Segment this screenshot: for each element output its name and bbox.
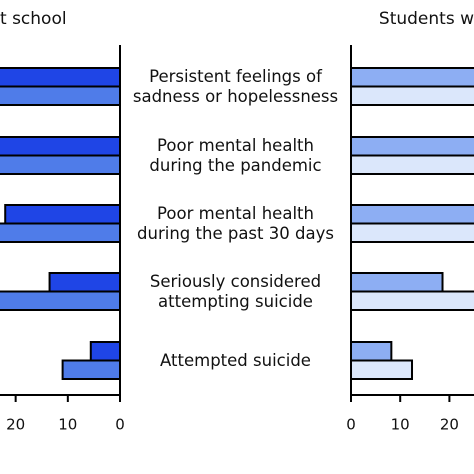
bar [0, 222, 121, 243]
bar [350, 359, 414, 380]
bar [61, 359, 121, 380]
bar [350, 67, 474, 88]
bar [4, 204, 121, 225]
x-tick-label: 20 [6, 416, 25, 434]
x-tick-label: 10 [391, 416, 410, 434]
bar [350, 222, 474, 243]
category-label: Poor mental health during the pandemic [149, 135, 322, 175]
bar [0, 154, 121, 175]
bar [350, 290, 474, 311]
x-tick-label: 0 [115, 416, 125, 434]
plot-area [350, 67, 474, 380]
category-label: Poor mental health during the past 30 da… [137, 203, 334, 243]
category-label: Seriously considered attempting suicide [149, 271, 322, 311]
panel-title: t school [0, 9, 67, 29]
x-tick-label: 20 [440, 416, 459, 434]
bar [0, 290, 121, 311]
x-tick-label: 0 [346, 416, 356, 434]
panel-title: Students w [379, 9, 474, 29]
x-tick-label: 10 [58, 416, 77, 434]
category-label: Attempted suicide [160, 350, 311, 370]
bar [350, 85, 474, 106]
bar [0, 85, 121, 106]
category-label: Persistent feelings of sadness or hopele… [132, 66, 339, 106]
bar [350, 136, 474, 157]
bar [350, 204, 474, 225]
bar [89, 341, 121, 362]
plot-area [0, 67, 121, 380]
bar [48, 272, 121, 293]
bar [350, 341, 393, 362]
bar [0, 67, 121, 88]
bar [350, 154, 474, 175]
bar [350, 272, 444, 293]
bar [0, 136, 121, 157]
